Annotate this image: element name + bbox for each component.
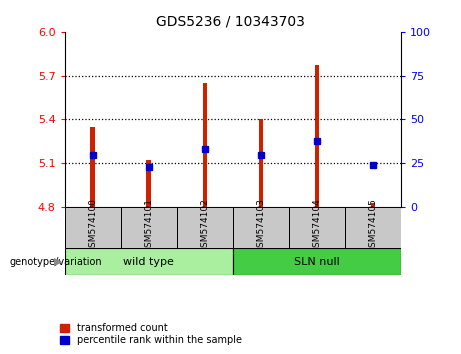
- Bar: [371, 203, 375, 207]
- Text: ▶: ▶: [54, 257, 63, 267]
- Bar: [121, 207, 177, 248]
- Text: GSM574100: GSM574100: [88, 198, 97, 253]
- Bar: [202, 83, 207, 207]
- Bar: [315, 65, 319, 207]
- Bar: [259, 119, 263, 207]
- Text: GDS5236 / 10343703: GDS5236 / 10343703: [156, 14, 305, 28]
- Bar: [345, 207, 401, 248]
- Text: GSM574101: GSM574101: [144, 198, 153, 253]
- Bar: [289, 207, 345, 248]
- Bar: [90, 127, 95, 207]
- Text: GSM574104: GSM574104: [313, 198, 321, 253]
- Bar: [177, 207, 233, 248]
- Bar: [233, 207, 289, 248]
- Text: GSM574103: GSM574103: [256, 198, 266, 253]
- Bar: [233, 248, 401, 275]
- Text: SLN null: SLN null: [294, 257, 340, 267]
- Text: wild type: wild type: [123, 257, 174, 267]
- Text: GSM574102: GSM574102: [200, 198, 209, 253]
- Bar: [65, 207, 121, 248]
- Text: genotype/variation: genotype/variation: [9, 257, 102, 267]
- Text: GSM574105: GSM574105: [368, 198, 378, 253]
- Legend: transformed count, percentile rank within the sample: transformed count, percentile rank withi…: [60, 324, 242, 346]
- Bar: [65, 248, 233, 275]
- Bar: [147, 160, 151, 207]
